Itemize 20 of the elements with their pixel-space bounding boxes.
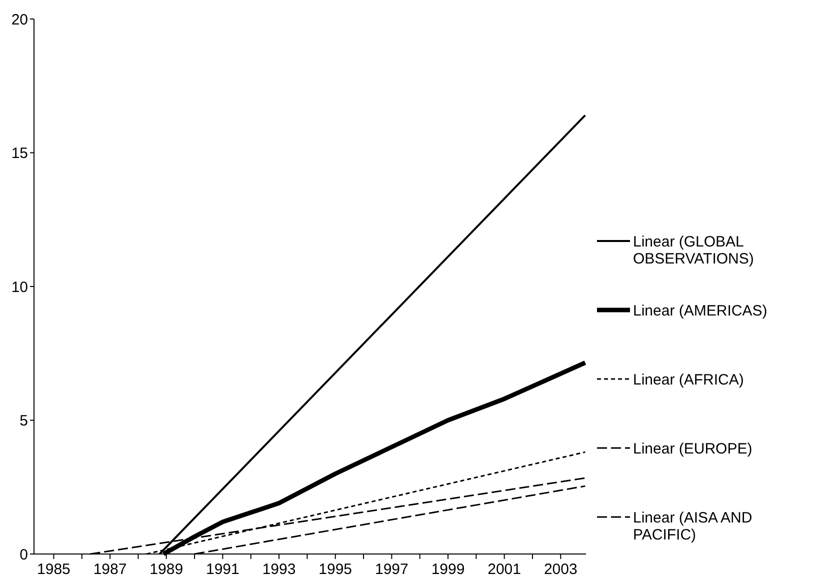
x-tick-label: 1999 bbox=[431, 561, 465, 578]
x-tick-label: 2003 bbox=[544, 561, 578, 578]
y-tick-label: 0 bbox=[20, 546, 28, 564]
legend-label: Linear (EUROPE) bbox=[633, 440, 752, 458]
y-tick-label: 5 bbox=[20, 412, 28, 430]
legend-label: Linear (AFRICA) bbox=[633, 371, 744, 388]
legend-label: Linear (AMERICAS) bbox=[633, 302, 768, 320]
x-tick-label: 1991 bbox=[206, 561, 240, 578]
x-tick-label: 1985 bbox=[37, 561, 70, 578]
x-tick-label: 2001 bbox=[488, 561, 522, 578]
y-tick-label: 20 bbox=[11, 11, 28, 28]
y-tick-label: 10 bbox=[11, 278, 28, 296]
legend-label: Linear (GLOBAL OBSERVATIONS) bbox=[633, 233, 754, 268]
x-tick-label: 1987 bbox=[93, 561, 127, 578]
y-tick-label: 15 bbox=[11, 145, 28, 162]
x-tick-label: 1989 bbox=[150, 561, 184, 578]
x-tick-label: 1995 bbox=[318, 561, 352, 578]
x-tick-label: 1997 bbox=[374, 561, 408, 578]
x-tick-label: 1993 bbox=[262, 561, 296, 578]
legend-label: Linear (AISA AND PACIFIC) bbox=[633, 509, 752, 544]
